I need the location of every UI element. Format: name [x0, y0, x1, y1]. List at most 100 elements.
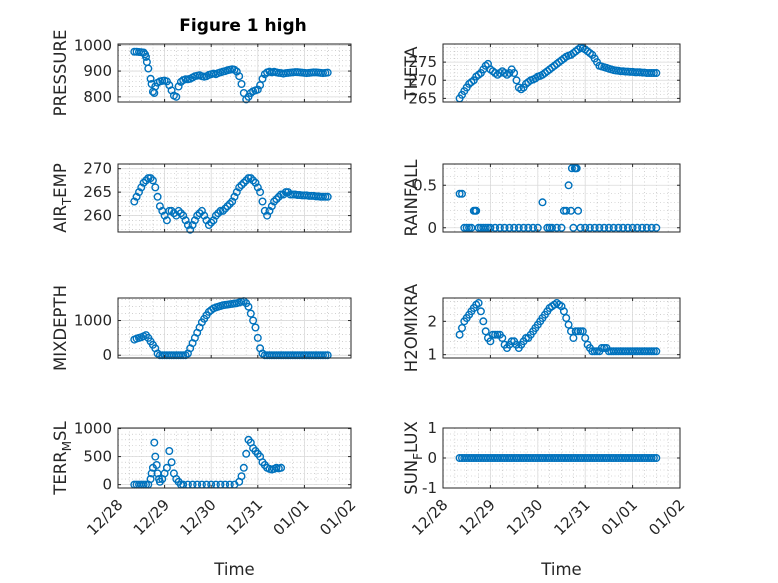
- y-tick-label: 0: [427, 219, 437, 237]
- data-point: [258, 74, 267, 83]
- data-point: [638, 223, 647, 232]
- y-tick-label: 275: [408, 53, 437, 71]
- data-point: [548, 223, 557, 232]
- data-point: [228, 197, 237, 206]
- y-tick-label: 1000: [74, 36, 112, 54]
- data-point: [510, 223, 519, 232]
- data-point: [235, 183, 244, 192]
- data-point: [619, 223, 628, 232]
- data-point: [200, 211, 209, 220]
- data-point: [181, 75, 190, 84]
- series-markers: [455, 164, 661, 232]
- y-tick-label: 0.5: [413, 176, 437, 194]
- data-point: [465, 223, 474, 232]
- series-markers: [130, 47, 332, 104]
- data-point: [197, 206, 206, 215]
- data-point: [237, 181, 246, 190]
- data-point: [181, 216, 190, 225]
- data-point: [230, 192, 239, 201]
- data-point: [151, 183, 160, 192]
- data-point: [270, 197, 279, 206]
- data-point: [174, 82, 183, 91]
- y-tick-label: 265: [408, 89, 437, 107]
- data-point: [455, 330, 464, 339]
- y-axis-label-mixdepth: MIXDEPTH: [51, 285, 70, 371]
- data-point: [578, 327, 587, 336]
- data-point: [162, 463, 171, 472]
- data-point: [649, 347, 658, 356]
- data-point: [321, 192, 330, 201]
- y-tick-label: 0: [102, 346, 112, 364]
- data-point: [172, 92, 181, 101]
- data-point: [567, 164, 576, 173]
- data-point: [491, 330, 500, 339]
- data-point: [647, 454, 656, 463]
- data-point: [319, 351, 328, 360]
- data-point: [183, 220, 192, 229]
- axes-box: [442, 297, 681, 359]
- data-point: [462, 223, 471, 232]
- data-point: [218, 206, 227, 215]
- data-point: [239, 178, 248, 187]
- data-point: [455, 189, 464, 198]
- data-point: [258, 197, 267, 206]
- data-point: [207, 218, 216, 227]
- data-point: [524, 223, 533, 232]
- data-point: [519, 223, 528, 232]
- data-point: [204, 220, 213, 229]
- y-tick-label: 900: [83, 62, 112, 80]
- data-point: [146, 74, 155, 83]
- data-point: [146, 475, 155, 484]
- data-point: [130, 197, 139, 206]
- data-point: [246, 174, 255, 183]
- subplot-h2omixra: 1 2 H2OMIXRA: [402, 283, 681, 372]
- data-point: [256, 188, 265, 197]
- data-point: [244, 174, 253, 183]
- data-point: [581, 334, 590, 343]
- data-point: [167, 458, 176, 467]
- data-point: [562, 314, 571, 323]
- data-point: [562, 206, 571, 215]
- data-point: [188, 220, 197, 229]
- y-axis-label-air-temp: AIRTEMP: [51, 163, 74, 233]
- data-point: [225, 199, 234, 208]
- data-point: [505, 223, 514, 232]
- data-point: [557, 223, 566, 232]
- data-point: [134, 188, 143, 197]
- y-tick-label: 500: [83, 448, 112, 466]
- data-point: [319, 192, 328, 201]
- data-point: [458, 324, 467, 333]
- data-point: [552, 223, 561, 232]
- data-point: [649, 68, 658, 77]
- data-point: [253, 85, 262, 94]
- data-point: [572, 164, 581, 173]
- data-point: [253, 333, 262, 342]
- data-point: [237, 472, 246, 481]
- data-point: [514, 223, 523, 232]
- data-point: [623, 223, 632, 232]
- y-axis-label-h2omixra: H2OMIXRA: [402, 283, 421, 372]
- data-point: [649, 454, 658, 463]
- data-point: [481, 327, 490, 336]
- data-point: [609, 223, 618, 232]
- data-point: [538, 198, 547, 207]
- data-point: [150, 438, 159, 447]
- data-point: [604, 223, 613, 232]
- data-point: [647, 223, 656, 232]
- data-point: [223, 202, 232, 211]
- data-point: [137, 183, 146, 192]
- data-point: [260, 206, 269, 215]
- data-point: [235, 72, 244, 81]
- data-point: [214, 209, 223, 218]
- data-point: [162, 216, 171, 225]
- y-tick-label: 1000: [74, 420, 112, 438]
- series-markers: [130, 174, 332, 234]
- data-point: [152, 461, 161, 470]
- y-tick-label: 1: [427, 346, 437, 364]
- y-tick-label: 1000: [74, 312, 112, 330]
- data-point: [479, 317, 488, 326]
- data-point: [564, 320, 573, 329]
